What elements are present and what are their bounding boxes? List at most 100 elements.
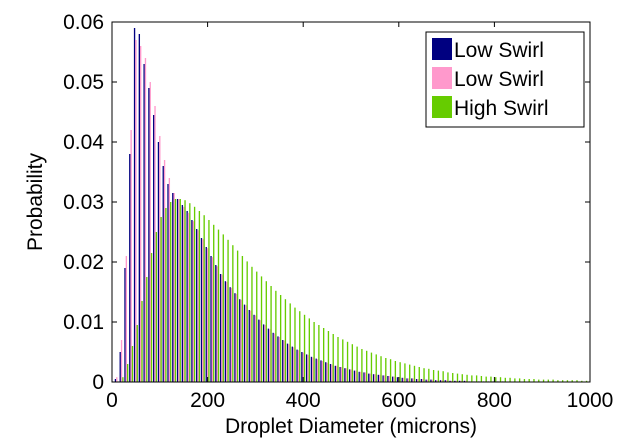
bar-0-53 (368, 374, 369, 382)
bar-1-9 (159, 136, 160, 382)
bar-0-44 (325, 362, 326, 382)
bar-2-64 (423, 368, 424, 382)
bar-2-52 (366, 351, 367, 382)
bar-2-7 (151, 253, 152, 382)
bar-2-84 (519, 378, 520, 382)
bar-1-47 (341, 367, 342, 382)
bar-1-24 (231, 288, 232, 382)
bar-2-47 (342, 339, 343, 382)
bar-0-2 (124, 268, 125, 382)
bar-2-21 (218, 230, 219, 382)
bar-2-65 (428, 369, 429, 382)
bar-2-51 (361, 349, 362, 382)
bar-0-17 (196, 229, 197, 382)
x-tick-label: 400 (286, 389, 321, 412)
bar-2-33 (275, 291, 276, 382)
bar-0-43 (320, 360, 321, 382)
bar-2-13 (180, 199, 181, 382)
bar-1-43 (322, 361, 323, 382)
bar-2-69 (447, 372, 448, 382)
legend-swatch (432, 38, 452, 60)
bar-0-11 (167, 184, 168, 382)
bar-1-58 (393, 377, 394, 382)
bar-0-5 (139, 34, 140, 382)
bar-2-67 (438, 371, 439, 382)
bar-2-66 (433, 370, 434, 382)
bar-1-60 (403, 378, 404, 382)
bar-2-74 (471, 375, 472, 382)
bar-0-15 (186, 211, 187, 382)
bar-1-15 (188, 213, 189, 382)
bar-1-16 (193, 221, 194, 382)
y-tick-label: 0.01 (63, 311, 104, 334)
bar-1-40 (307, 355, 308, 382)
bar-1-26 (240, 300, 241, 382)
bar-2-32 (270, 286, 271, 382)
bar-1-1 (121, 340, 122, 382)
bar-2-58 (395, 361, 396, 382)
y-tick-label: 0.06 (63, 11, 104, 34)
bar-0-25 (234, 293, 235, 382)
bar-1-30 (260, 320, 261, 382)
bar-2-60 (404, 363, 405, 382)
bar-0-13 (177, 199, 178, 382)
bar-1-21 (216, 266, 217, 382)
bar-0-18 (201, 238, 202, 382)
bar-0-3 (129, 154, 130, 382)
bar-2-72 (462, 374, 463, 382)
bar-1-37 (293, 347, 294, 382)
bar-0-22 (220, 274, 221, 382)
bar-2-62 (414, 366, 415, 382)
bar-0-51 (359, 372, 360, 382)
bar-0-12 (172, 193, 173, 382)
bar-1-19 (207, 248, 208, 382)
bar-0-28 (249, 310, 250, 382)
bar-1-33 (274, 333, 275, 382)
bar-2-36 (290, 303, 291, 382)
bar-1-53 (369, 374, 370, 382)
bar-0-31 (263, 324, 264, 382)
bar-2-30 (261, 276, 262, 382)
bar-2-38 (299, 311, 300, 382)
bar-0-24 (229, 287, 230, 382)
bar-0-26 (239, 299, 240, 382)
bar-2-5 (141, 301, 142, 382)
bar-0-29 (253, 315, 254, 382)
bar-0-34 (277, 336, 278, 382)
bar-2-27 (247, 261, 248, 382)
bar-0-57 (387, 376, 388, 382)
bar-0-36 (287, 344, 288, 382)
bar-1-31 (264, 325, 265, 382)
bar-0-27 (244, 305, 245, 382)
bar-1-51 (360, 372, 361, 382)
bar-1-42 (317, 359, 318, 382)
bar-1-11 (169, 178, 170, 382)
x-tick-label: 0 (106, 389, 118, 412)
legend-swatch (432, 67, 452, 89)
x-tick-label: 200 (190, 389, 225, 412)
bar-2-12 (175, 199, 176, 382)
bar-0-20 (210, 256, 211, 382)
bar-2-14 (184, 200, 185, 382)
bar-2-3 (132, 346, 133, 382)
bar-0-14 (182, 205, 183, 382)
bar-2-76 (481, 376, 482, 382)
bar-2-73 (466, 375, 467, 382)
x-axis-label: Droplet Diameter (microns) (225, 415, 477, 438)
bar-0-30 (258, 320, 259, 382)
bar-2-63 (419, 367, 420, 382)
bar-2-45 (333, 334, 334, 382)
bar-2-39 (304, 315, 305, 382)
bar-1-5 (140, 46, 141, 382)
bar-1-12 (173, 193, 174, 382)
bar-2-71 (457, 374, 458, 382)
bar-1-61 (408, 378, 409, 382)
bar-2-42 (318, 325, 319, 382)
bar-2-37 (294, 308, 295, 382)
bar-0-6 (143, 64, 144, 382)
bar-2-23 (227, 240, 228, 382)
bar-2-4 (137, 325, 138, 382)
bar-2-44 (328, 331, 329, 382)
bar-0-59 (397, 377, 398, 382)
bar-2-40 (309, 318, 310, 382)
